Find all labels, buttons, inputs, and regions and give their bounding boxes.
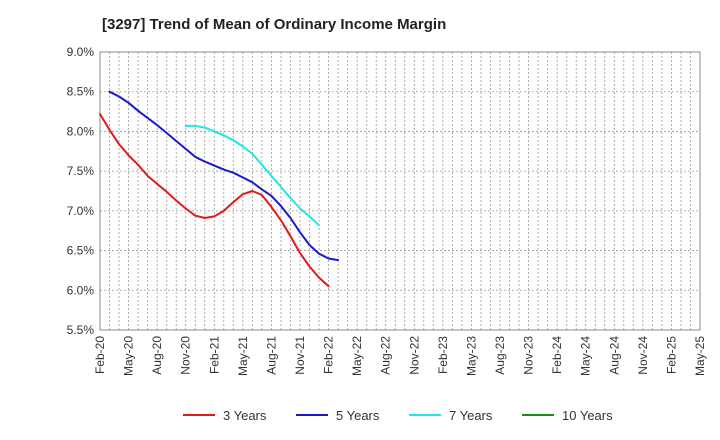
y-tick-label: 6.0%: [67, 283, 95, 297]
x-tick-label: Feb-23: [436, 336, 450, 374]
y-tick-label: 6.5%: [67, 244, 95, 258]
x-tick-label: Nov-20: [179, 336, 193, 375]
series-line: [184, 124, 320, 227]
legend: 3 Years 5 Years 7 Years 10 Years: [183, 408, 613, 423]
chart-title: [3297] Trend of Mean of Ordinary Income …: [102, 16, 447, 33]
x-tick-label: Aug-20: [150, 336, 164, 375]
y-tick-label: 7.5%: [67, 164, 95, 178]
x-tick-label: May-20: [122, 336, 136, 376]
legend-label: 3 Years: [223, 408, 267, 423]
x-tick-label: Nov-21: [293, 336, 307, 375]
legend-label: 7 Years: [449, 408, 493, 423]
series-line: [108, 90, 340, 262]
y-tick-label: 5.5%: [67, 323, 95, 337]
series-line: [99, 113, 330, 288]
y-tick-label: 8.0%: [67, 124, 95, 138]
axes: 9.0% 8.5% 8.0% 7.5% 7.0% 6.5% 6.0% 5.5%Feb-20 Ma…: [67, 45, 707, 376]
plot-background: [100, 52, 700, 330]
x-tick-label: Feb-25: [664, 336, 678, 374]
x-tick-label: Aug-21: [264, 336, 278, 375]
x-tick-label: May-23: [464, 336, 478, 376]
x-tick-label: Feb-22: [322, 336, 336, 374]
x-tick-label: Nov-22: [407, 336, 421, 375]
x-tick-label: May-25: [693, 336, 707, 376]
x-tick-label: Aug-22: [379, 336, 393, 375]
x-tick-label: Aug-23: [493, 336, 507, 375]
y-tick-label: 8.5%: [67, 85, 95, 99]
x-tick-label: May-21: [236, 336, 250, 376]
x-tick-label: May-22: [350, 336, 364, 376]
y-tick-label: 9.0%: [67, 45, 95, 59]
plot-border: [99, 51, 701, 331]
series-lines: [99, 90, 340, 288]
x-tick-label: May-24: [579, 336, 593, 376]
legend-label: 10 Years: [562, 408, 613, 423]
x-tick-label: Feb-20: [93, 336, 107, 374]
x-tick-label: Nov-24: [636, 336, 650, 375]
x-tick-label: Nov-23: [522, 336, 536, 375]
y-tick-label: 7.0%: [67, 204, 95, 218]
x-tick-label: Feb-24: [550, 336, 564, 374]
legend-label: 5 Years: [336, 408, 380, 423]
x-tick-label: Aug-24: [607, 336, 621, 375]
grid: [100, 52, 700, 330]
x-tick-label: Feb-21: [207, 336, 221, 374]
